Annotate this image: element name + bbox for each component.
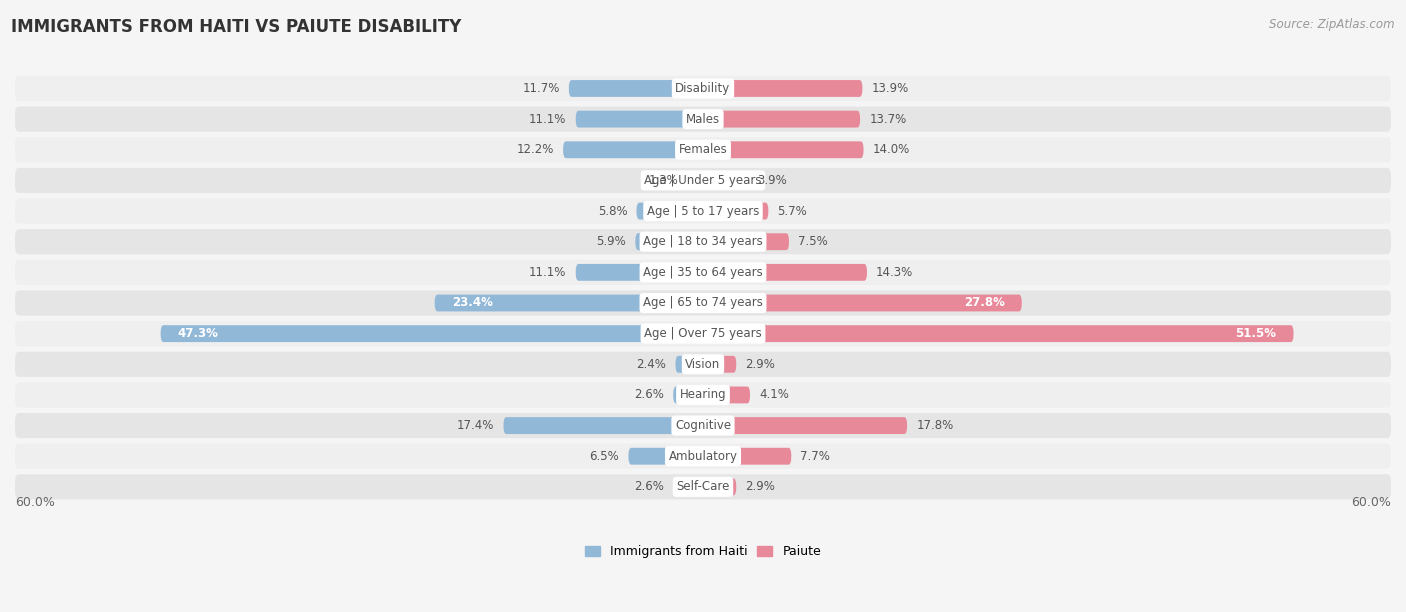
Text: 60.0%: 60.0% xyxy=(15,496,55,509)
Text: 23.4%: 23.4% xyxy=(451,296,492,310)
Text: 47.3%: 47.3% xyxy=(177,327,219,340)
Text: 1.3%: 1.3% xyxy=(650,174,679,187)
Text: 4.1%: 4.1% xyxy=(759,389,789,401)
Text: Males: Males xyxy=(686,113,720,125)
FancyBboxPatch shape xyxy=(688,172,703,189)
FancyBboxPatch shape xyxy=(15,321,1391,346)
Text: 3.9%: 3.9% xyxy=(756,174,786,187)
FancyBboxPatch shape xyxy=(15,76,1391,101)
FancyBboxPatch shape xyxy=(675,356,703,373)
Text: 13.9%: 13.9% xyxy=(872,82,908,95)
FancyBboxPatch shape xyxy=(15,137,1391,162)
Text: 6.5%: 6.5% xyxy=(589,450,619,463)
Text: 11.1%: 11.1% xyxy=(529,113,567,125)
Text: Age | Under 5 years: Age | Under 5 years xyxy=(644,174,762,187)
Text: 5.8%: 5.8% xyxy=(598,204,627,217)
FancyBboxPatch shape xyxy=(15,229,1391,254)
FancyBboxPatch shape xyxy=(503,417,703,434)
Text: 60.0%: 60.0% xyxy=(1351,496,1391,509)
Text: 11.1%: 11.1% xyxy=(529,266,567,279)
Text: 17.4%: 17.4% xyxy=(457,419,495,432)
FancyBboxPatch shape xyxy=(703,172,748,189)
FancyBboxPatch shape xyxy=(15,198,1391,223)
Text: 17.8%: 17.8% xyxy=(917,419,953,432)
FancyBboxPatch shape xyxy=(703,111,860,127)
Text: 2.9%: 2.9% xyxy=(745,358,775,371)
Text: IMMIGRANTS FROM HAITI VS PAIUTE DISABILITY: IMMIGRANTS FROM HAITI VS PAIUTE DISABILI… xyxy=(11,18,461,36)
FancyBboxPatch shape xyxy=(703,233,789,250)
Text: Ambulatory: Ambulatory xyxy=(668,450,738,463)
FancyBboxPatch shape xyxy=(15,352,1391,377)
Text: 5.7%: 5.7% xyxy=(778,204,807,217)
Text: 7.5%: 7.5% xyxy=(799,235,828,248)
FancyBboxPatch shape xyxy=(673,387,703,403)
Legend: Immigrants from Haiti, Paiute: Immigrants from Haiti, Paiute xyxy=(579,540,827,563)
FancyBboxPatch shape xyxy=(703,203,768,220)
Text: Age | 18 to 34 years: Age | 18 to 34 years xyxy=(643,235,763,248)
FancyBboxPatch shape xyxy=(575,111,703,127)
Text: 2.6%: 2.6% xyxy=(634,389,664,401)
FancyBboxPatch shape xyxy=(703,356,737,373)
Text: 7.7%: 7.7% xyxy=(800,450,831,463)
FancyBboxPatch shape xyxy=(628,448,703,465)
FancyBboxPatch shape xyxy=(703,417,907,434)
Text: Disability: Disability xyxy=(675,82,731,95)
Text: Source: ZipAtlas.com: Source: ZipAtlas.com xyxy=(1270,18,1395,31)
FancyBboxPatch shape xyxy=(703,80,862,97)
FancyBboxPatch shape xyxy=(703,141,863,158)
Text: Vision: Vision xyxy=(685,358,721,371)
Text: Age | 35 to 64 years: Age | 35 to 64 years xyxy=(643,266,763,279)
Text: Age | 5 to 17 years: Age | 5 to 17 years xyxy=(647,204,759,217)
FancyBboxPatch shape xyxy=(703,264,868,281)
FancyBboxPatch shape xyxy=(703,294,1022,312)
FancyBboxPatch shape xyxy=(15,259,1391,285)
Text: 5.9%: 5.9% xyxy=(596,235,626,248)
FancyBboxPatch shape xyxy=(564,141,703,158)
Text: Age | Over 75 years: Age | Over 75 years xyxy=(644,327,762,340)
Text: Cognitive: Cognitive xyxy=(675,419,731,432)
Text: 12.2%: 12.2% xyxy=(516,143,554,156)
FancyBboxPatch shape xyxy=(434,294,703,312)
FancyBboxPatch shape xyxy=(15,291,1391,316)
Text: Hearing: Hearing xyxy=(679,389,727,401)
FancyBboxPatch shape xyxy=(703,448,792,465)
FancyBboxPatch shape xyxy=(15,413,1391,438)
FancyBboxPatch shape xyxy=(15,474,1391,499)
Text: Self-Care: Self-Care xyxy=(676,480,730,493)
FancyBboxPatch shape xyxy=(673,479,703,495)
FancyBboxPatch shape xyxy=(569,80,703,97)
FancyBboxPatch shape xyxy=(636,233,703,250)
Text: 14.0%: 14.0% xyxy=(873,143,910,156)
Text: 51.5%: 51.5% xyxy=(1236,327,1277,340)
FancyBboxPatch shape xyxy=(15,444,1391,469)
FancyBboxPatch shape xyxy=(15,106,1391,132)
Text: 27.8%: 27.8% xyxy=(963,296,1004,310)
FancyBboxPatch shape xyxy=(637,203,703,220)
FancyBboxPatch shape xyxy=(160,325,703,342)
Text: 2.9%: 2.9% xyxy=(745,480,775,493)
FancyBboxPatch shape xyxy=(703,479,737,495)
Text: Females: Females xyxy=(679,143,727,156)
FancyBboxPatch shape xyxy=(703,387,749,403)
Text: 14.3%: 14.3% xyxy=(876,266,914,279)
FancyBboxPatch shape xyxy=(703,325,1294,342)
Text: 13.7%: 13.7% xyxy=(869,113,907,125)
Text: Age | 65 to 74 years: Age | 65 to 74 years xyxy=(643,296,763,310)
Text: 2.4%: 2.4% xyxy=(637,358,666,371)
FancyBboxPatch shape xyxy=(575,264,703,281)
Text: 11.7%: 11.7% xyxy=(522,82,560,95)
FancyBboxPatch shape xyxy=(15,382,1391,408)
Text: 2.6%: 2.6% xyxy=(634,480,664,493)
FancyBboxPatch shape xyxy=(15,168,1391,193)
